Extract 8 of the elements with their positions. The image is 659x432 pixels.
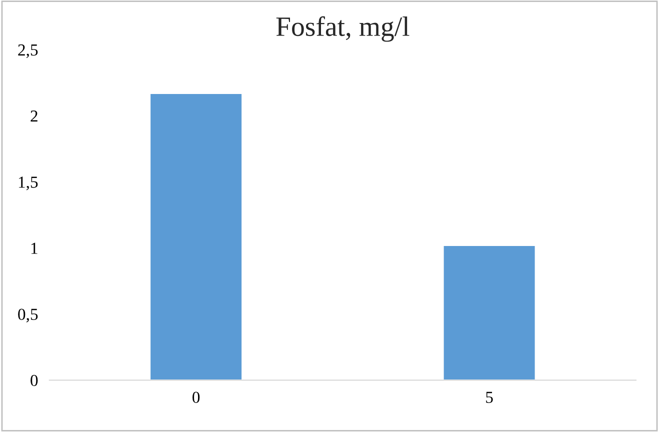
y-tick-label: 2 (30, 110, 38, 122)
y-tick-label: 2,5 (18, 44, 38, 58)
y-tick-label: 0,5 (18, 308, 38, 322)
y-tick-label: 1 (31, 242, 38, 254)
y-tick-label: 1,5 (18, 176, 38, 190)
x-tick-label: 5 (486, 392, 493, 403)
y-tick-label: 0 (30, 374, 38, 386)
chart-title: Fosfat, mg/l (276, 16, 410, 42)
